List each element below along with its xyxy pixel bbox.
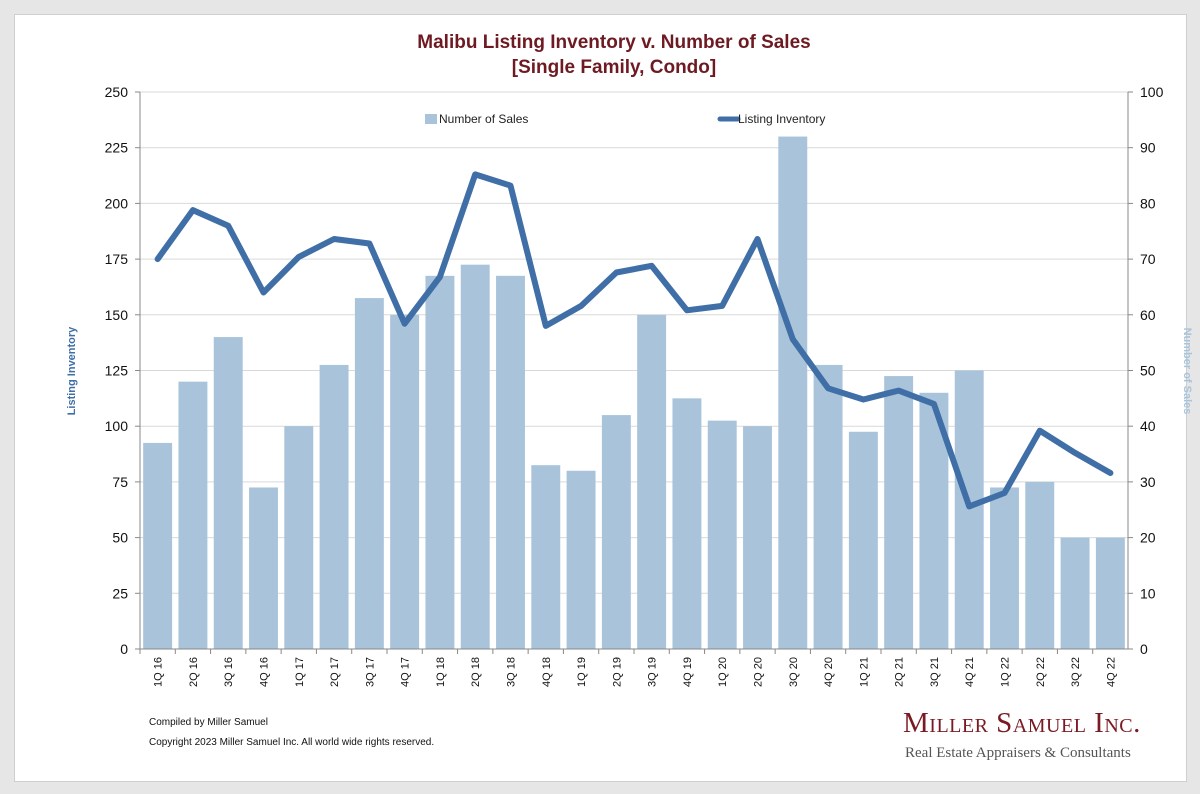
x-tick-label: 3Q 21 [929,657,941,687]
x-tick-label: 1Q 18 [435,657,447,687]
bar [1060,537,1090,649]
bar [1025,481,1055,649]
bar [284,426,314,649]
chart-subtitle: [Single Family, Condo] [512,57,716,78]
x-tick-label: 2Q 21 [894,657,906,687]
footer-compiled: Compiled by Miller Samuel [149,717,268,728]
x-tick-label: 4Q 18 [541,657,553,687]
x-tick-label: 3Q 20 [788,657,800,687]
legend-line-label: Listing Inventory [738,112,825,126]
x-tick-label: 4Q 21 [964,657,976,687]
x-tick-label: 1Q 19 [576,657,588,687]
bar [354,298,384,649]
y-right-tick-label: 40 [1140,418,1156,434]
x-tick-label: 2Q 22 [1035,657,1047,687]
x-tick-label: 3Q 22 [1070,657,1082,687]
x-tick-label: 2Q 19 [611,657,623,687]
bar [778,136,808,649]
x-tick-label: 4Q 16 [259,657,271,687]
bar [425,275,455,649]
x-tick-label: 2Q 17 [329,657,341,687]
x-tick-label: 4Q 20 [823,657,835,687]
bar [884,376,914,649]
legend-bar-label: Number of Sales [439,112,528,126]
bar [319,364,349,649]
bar [990,487,1019,649]
y-left-tick-label: 0 [120,641,128,657]
x-tick-label: 1Q 22 [1000,657,1012,687]
y-right-tick-label: 100 [1140,84,1164,100]
y-left-axis-label: Listing Inventory [66,326,78,416]
footer-copyright: Copyright 2023 Miller Samuel Inc. All wo… [149,737,435,748]
y-right-tick-label: 90 [1140,140,1156,156]
bar [637,314,667,649]
chart-frame [14,14,1187,782]
x-tick-label: 1Q 20 [717,657,729,687]
x-tick-label: 4Q 19 [682,657,694,687]
bar [531,465,561,649]
y-right-tick-label: 60 [1140,307,1156,323]
y-left-tick-label: 250 [105,84,129,100]
x-tick-label: 3Q 17 [364,657,376,687]
x-tick-label: 1Q 21 [858,657,870,687]
bar [178,381,208,649]
bar [390,314,420,649]
x-tick-label: 2Q 20 [753,657,765,687]
bar [566,470,596,649]
bar [954,370,984,649]
y-right-tick-label: 50 [1140,363,1156,379]
x-tick-label: 3Q 19 [647,657,659,687]
y-left-tick-label: 100 [105,418,129,434]
bar [460,264,490,649]
x-tick-label: 4Q 17 [400,657,412,687]
bar [707,420,737,649]
y-left-tick-label: 125 [105,363,129,379]
y-right-tick-label: 30 [1140,474,1156,490]
bar [213,337,243,649]
legend: Number of Sales Listing Inventory [425,112,825,126]
bar [1095,537,1125,649]
bar [143,442,173,649]
y-right-axis-label: Number of Sales [1181,328,1193,415]
x-tick-label: 2Q 16 [188,657,200,687]
y-right-tick-label: 20 [1140,530,1156,546]
x-tick-label: 1Q 17 [294,657,306,687]
y-right-tick-label: 80 [1140,195,1156,211]
x-tick-label: 1Q 16 [153,657,165,687]
bar [496,275,525,649]
bar [813,364,843,649]
bar [848,431,878,649]
y-left-tick-label: 150 [105,307,129,323]
bar [743,426,772,649]
inventory-line [154,171,1114,510]
y-left-tick-label: 25 [112,585,128,601]
y-left-tick-label: 50 [112,530,128,546]
y-left-tick-label: 225 [105,140,129,156]
bar [249,487,278,649]
x-tick-label: 2Q 18 [470,657,482,687]
brand-tagline: Real Estate Appraisers & Consultants [905,745,1131,761]
x-tick-label: 4Q 22 [1105,657,1117,687]
y-right-tick-label: 10 [1140,585,1156,601]
y-left-tick-label: 75 [112,474,128,490]
brand-logo: Miller Samuel Inc. [903,707,1141,739]
x-tick-label: 3Q 16 [223,657,235,687]
y-right-tick-label: 0 [1140,641,1148,657]
bar [601,415,631,649]
legend-bar-swatch [425,114,437,124]
chart-title: Malibu Listing Inventory v. Number of Sa… [417,32,810,53]
y-left-tick-label: 175 [105,251,129,267]
y-right-tick-label: 70 [1140,251,1156,267]
bar [672,398,702,649]
y-left-tick-label: 200 [105,195,129,211]
x-tick-label: 3Q 18 [506,657,518,687]
